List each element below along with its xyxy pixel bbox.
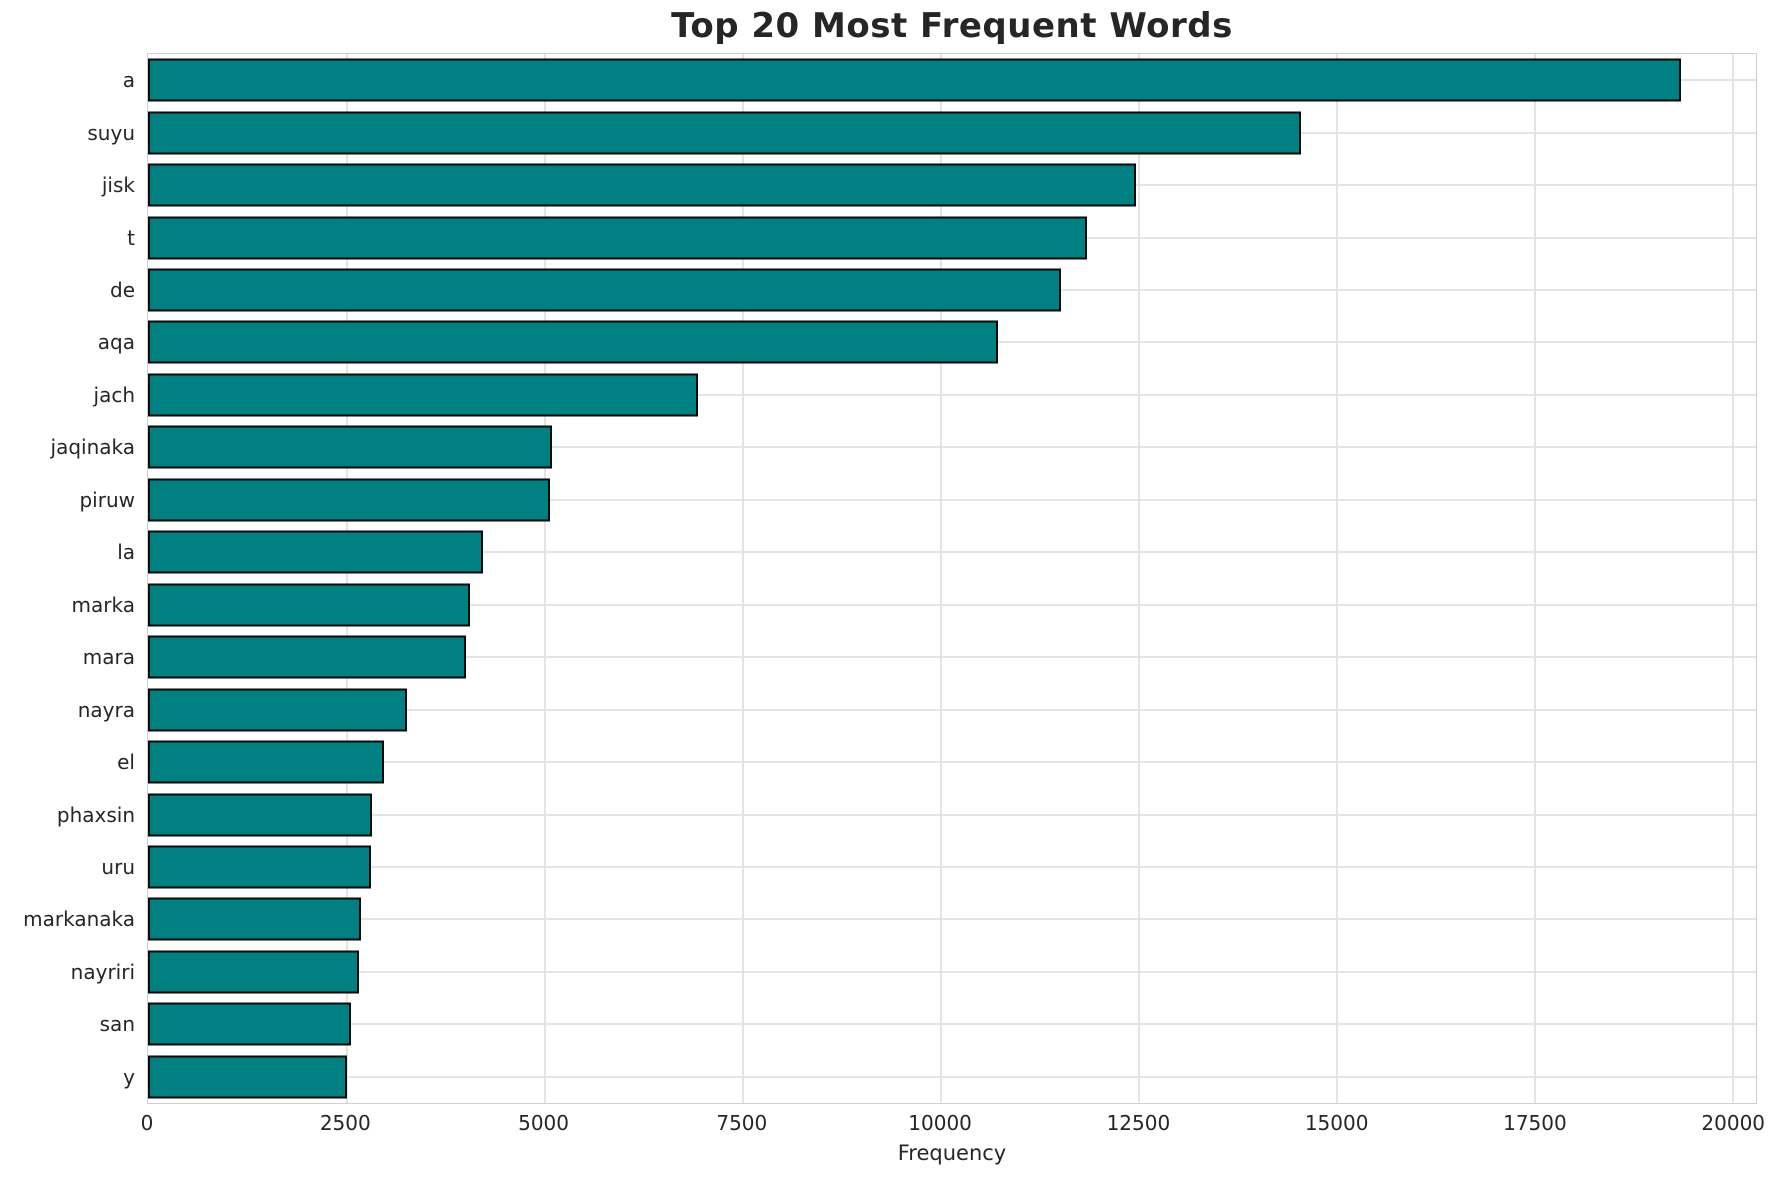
bar-row: markanaka — [23, 893, 1756, 945]
bar-row: t — [127, 211, 1756, 263]
horizontal-gridline — [148, 1023, 1756, 1026]
bar-row: marka — [72, 579, 1756, 631]
grid-layer — [148, 54, 1756, 1103]
x-tick-label: 20000 — [1701, 1111, 1766, 1135]
vertical-gridline — [1534, 54, 1537, 1103]
horizontal-gridline — [148, 551, 1756, 554]
bar-row: jisk — [102, 159, 1756, 211]
y-axis-label: mara — [82, 645, 135, 670]
horizontal-gridline — [148, 393, 1756, 396]
chart-title: Top 20 Most Frequent Words — [671, 6, 1233, 46]
horizontal-gridline — [148, 446, 1756, 449]
bar-row: de — [110, 264, 1756, 316]
bar — [148, 845, 371, 889]
vertical-gridline — [1732, 54, 1735, 1103]
bar — [148, 58, 1681, 102]
y-axis-label: jisk — [101, 173, 135, 198]
bar-row: suyu — [87, 106, 1756, 158]
bar — [148, 111, 1302, 155]
y-axis-label: marka — [71, 592, 135, 617]
horizontal-gridline — [148, 761, 1756, 764]
y-axis-label: phaxsin — [56, 802, 135, 827]
bar-row: mara — [83, 631, 1756, 683]
vertical-gridline — [346, 54, 349, 1103]
y-axis-label: y — [123, 1064, 135, 1089]
x-tick-label: 10000 — [908, 1111, 972, 1135]
bar-row: phaxsin — [57, 788, 1756, 840]
y-axis-label: san — [99, 1012, 135, 1037]
bar — [148, 583, 470, 627]
horizontal-gridline — [148, 603, 1756, 606]
bar — [148, 478, 550, 522]
y-axis-label: jaqinaka — [50, 435, 135, 460]
bar-row: uru — [101, 841, 1756, 893]
bar-row: y — [123, 1051, 1756, 1103]
bars-layer: a suyu jisk t de aqa jach jaqinaka piruw la marka m… — [23, 54, 1756, 1103]
bar — [148, 897, 362, 941]
horizontal-gridline — [148, 970, 1756, 973]
bar — [148, 216, 1087, 260]
vertical-gridline — [742, 54, 745, 1103]
y-axis-label: uru — [101, 855, 135, 880]
bar-row: jaqinaka — [51, 421, 1756, 473]
y-axis-label: markanaka — [23, 907, 135, 932]
x-axis-title: Frequency — [897, 1141, 1007, 1165]
x-tick-label: 2500 — [319, 1111, 371, 1135]
bar — [148, 373, 698, 417]
bar — [148, 268, 1061, 312]
bar-row: el — [117, 736, 1756, 788]
bar-row: aqa — [98, 316, 1756, 368]
horizontal-gridline — [148, 866, 1756, 869]
bar — [148, 740, 385, 784]
bar-row: piruw — [79, 474, 1756, 526]
bar-row: nayra — [78, 683, 1756, 735]
bar-row: san — [100, 998, 1756, 1050]
horizontal-gridline — [148, 813, 1756, 816]
y-axis-label: nayriri — [70, 959, 135, 984]
x-tick-label: 12500 — [1106, 1111, 1171, 1135]
x-tick-label: 15000 — [1304, 1111, 1369, 1135]
vertical-gridline — [1336, 54, 1339, 1103]
horizontal-gridline — [148, 708, 1756, 711]
x-tick-label: 17500 — [1503, 1111, 1567, 1135]
horizontal-gridline — [148, 1075, 1756, 1078]
x-tick-label: 7500 — [716, 1111, 768, 1135]
bar-row: la — [117, 526, 1756, 578]
vertical-gridline — [1138, 54, 1141, 1103]
bar — [148, 688, 408, 732]
y-axis-label: el — [117, 750, 135, 775]
bar-row: a — [123, 54, 1756, 106]
bar — [148, 1002, 351, 1046]
bar — [148, 530, 484, 574]
vertical-gridline — [940, 54, 943, 1103]
horizontal-gridline — [148, 498, 1756, 501]
horizontal-gridline — [148, 656, 1756, 659]
bar — [148, 425, 552, 469]
y-axis-label: piruw — [79, 487, 135, 512]
plot-area: a suyu jisk t de aqa jach jaqinaka piruw la marka m… — [23, 53, 1757, 1104]
bar-row: jach — [94, 369, 1756, 421]
x-axis-ticks: 0 2500 5000 7500 10000 12500 15000 17500 20000 — [141, 1111, 1765, 1140]
y-axis-label: nayra — [77, 697, 135, 722]
y-axis-label: a — [122, 68, 135, 93]
horizontal-gridline — [148, 918, 1756, 921]
bar — [148, 320, 998, 364]
bar — [148, 635, 466, 679]
y-axis-label: aqa — [97, 330, 135, 355]
y-axis-label: suyu — [87, 120, 135, 145]
bar — [148, 1055, 347, 1099]
x-tick-label: 5000 — [518, 1111, 569, 1135]
y-axis-label: de — [110, 278, 135, 303]
bar — [148, 163, 1136, 207]
bar — [148, 950, 359, 994]
y-axis-label: jach — [93, 382, 135, 407]
bar — [148, 793, 373, 837]
y-axis-label: la — [117, 540, 135, 565]
y-axis-label: t — [127, 225, 135, 250]
vertical-gridline — [544, 54, 547, 1103]
x-tick-label: 0 — [140, 1111, 154, 1135]
bar-row: nayriri — [71, 946, 1756, 998]
